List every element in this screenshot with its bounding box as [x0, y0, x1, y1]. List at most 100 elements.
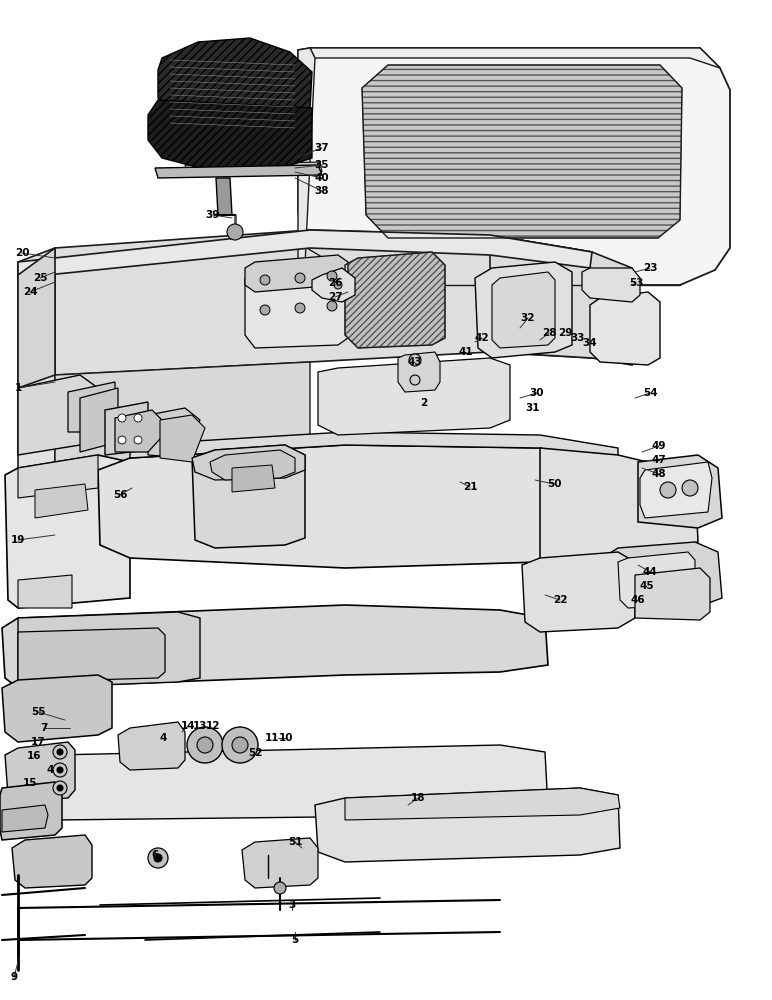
- Text: 26: 26: [328, 278, 342, 288]
- Text: 20: 20: [15, 248, 29, 258]
- Text: 47: 47: [652, 455, 666, 465]
- Text: 25: 25: [32, 273, 47, 283]
- Circle shape: [222, 727, 258, 763]
- Circle shape: [134, 414, 142, 422]
- Text: 39: 39: [206, 210, 220, 220]
- Polygon shape: [298, 48, 730, 285]
- Polygon shape: [18, 575, 72, 608]
- Polygon shape: [18, 248, 55, 475]
- Circle shape: [295, 303, 305, 313]
- Text: 34: 34: [583, 338, 598, 348]
- Polygon shape: [312, 268, 355, 302]
- Circle shape: [409, 354, 421, 366]
- Circle shape: [118, 414, 126, 422]
- Circle shape: [295, 273, 305, 283]
- Text: 9: 9: [11, 972, 18, 982]
- Text: 12: 12: [206, 721, 220, 731]
- Polygon shape: [310, 48, 720, 68]
- Circle shape: [57, 767, 63, 773]
- Polygon shape: [315, 788, 620, 862]
- Text: 5: 5: [291, 935, 299, 945]
- Circle shape: [410, 375, 420, 385]
- Text: 42: 42: [475, 333, 489, 343]
- Polygon shape: [18, 248, 55, 388]
- Text: 56: 56: [113, 490, 127, 500]
- Polygon shape: [490, 235, 632, 365]
- Text: 17: 17: [31, 737, 46, 747]
- Polygon shape: [148, 408, 200, 458]
- Polygon shape: [635, 568, 710, 620]
- Text: 28: 28: [542, 328, 557, 338]
- Polygon shape: [98, 445, 632, 568]
- Circle shape: [134, 436, 142, 444]
- Polygon shape: [345, 788, 620, 820]
- Text: 35: 35: [315, 160, 329, 170]
- Text: 7: 7: [40, 723, 48, 733]
- Polygon shape: [160, 415, 205, 462]
- Text: 32: 32: [521, 313, 535, 323]
- Polygon shape: [185, 162, 322, 175]
- Circle shape: [154, 854, 162, 862]
- Text: 15: 15: [22, 778, 37, 788]
- Circle shape: [334, 281, 342, 289]
- Polygon shape: [2, 605, 548, 688]
- Circle shape: [53, 745, 67, 759]
- Text: 1: 1: [15, 383, 22, 393]
- Circle shape: [53, 781, 67, 795]
- Polygon shape: [118, 722, 185, 770]
- Polygon shape: [5, 742, 75, 802]
- Text: 4: 4: [159, 733, 167, 743]
- Circle shape: [227, 224, 243, 240]
- Circle shape: [118, 436, 126, 444]
- Text: 24: 24: [22, 287, 37, 297]
- Circle shape: [260, 305, 270, 315]
- Text: 49: 49: [652, 441, 666, 451]
- Text: 40: 40: [315, 173, 330, 183]
- Polygon shape: [398, 352, 440, 392]
- Circle shape: [327, 271, 337, 281]
- Text: 54: 54: [642, 388, 657, 398]
- Text: 37: 37: [315, 143, 330, 153]
- Polygon shape: [582, 268, 640, 302]
- Text: 38: 38: [315, 186, 329, 196]
- Polygon shape: [18, 612, 200, 688]
- Text: 13: 13: [193, 721, 207, 731]
- Polygon shape: [345, 252, 445, 348]
- Text: 43: 43: [408, 357, 422, 367]
- Text: 18: 18: [411, 793, 425, 803]
- Text: 48: 48: [652, 469, 666, 479]
- Circle shape: [260, 275, 270, 285]
- Polygon shape: [602, 542, 722, 612]
- Text: 16: 16: [27, 751, 41, 761]
- Text: 45: 45: [640, 581, 655, 591]
- Text: 3: 3: [289, 900, 296, 910]
- Text: 44: 44: [642, 567, 658, 577]
- Circle shape: [57, 749, 63, 755]
- Polygon shape: [18, 455, 98, 498]
- Circle shape: [660, 482, 676, 498]
- Text: 51: 51: [288, 837, 303, 847]
- Text: 6: 6: [151, 850, 158, 860]
- Polygon shape: [0, 782, 62, 840]
- Circle shape: [327, 301, 337, 311]
- Circle shape: [682, 480, 698, 496]
- Circle shape: [148, 848, 168, 868]
- Text: 52: 52: [248, 748, 262, 758]
- Polygon shape: [640, 462, 712, 518]
- Text: 4: 4: [46, 765, 54, 775]
- Circle shape: [57, 785, 63, 791]
- Polygon shape: [362, 65, 682, 238]
- Text: 27: 27: [327, 292, 342, 302]
- Polygon shape: [2, 675, 112, 742]
- Polygon shape: [492, 272, 555, 348]
- Text: 19: 19: [11, 535, 25, 545]
- Polygon shape: [522, 552, 635, 632]
- Polygon shape: [18, 628, 165, 682]
- Polygon shape: [5, 455, 130, 608]
- Polygon shape: [475, 262, 572, 358]
- Polygon shape: [105, 402, 148, 455]
- Text: 33: 33: [571, 333, 585, 343]
- Polygon shape: [318, 358, 510, 435]
- Polygon shape: [192, 445, 305, 480]
- Circle shape: [232, 737, 248, 753]
